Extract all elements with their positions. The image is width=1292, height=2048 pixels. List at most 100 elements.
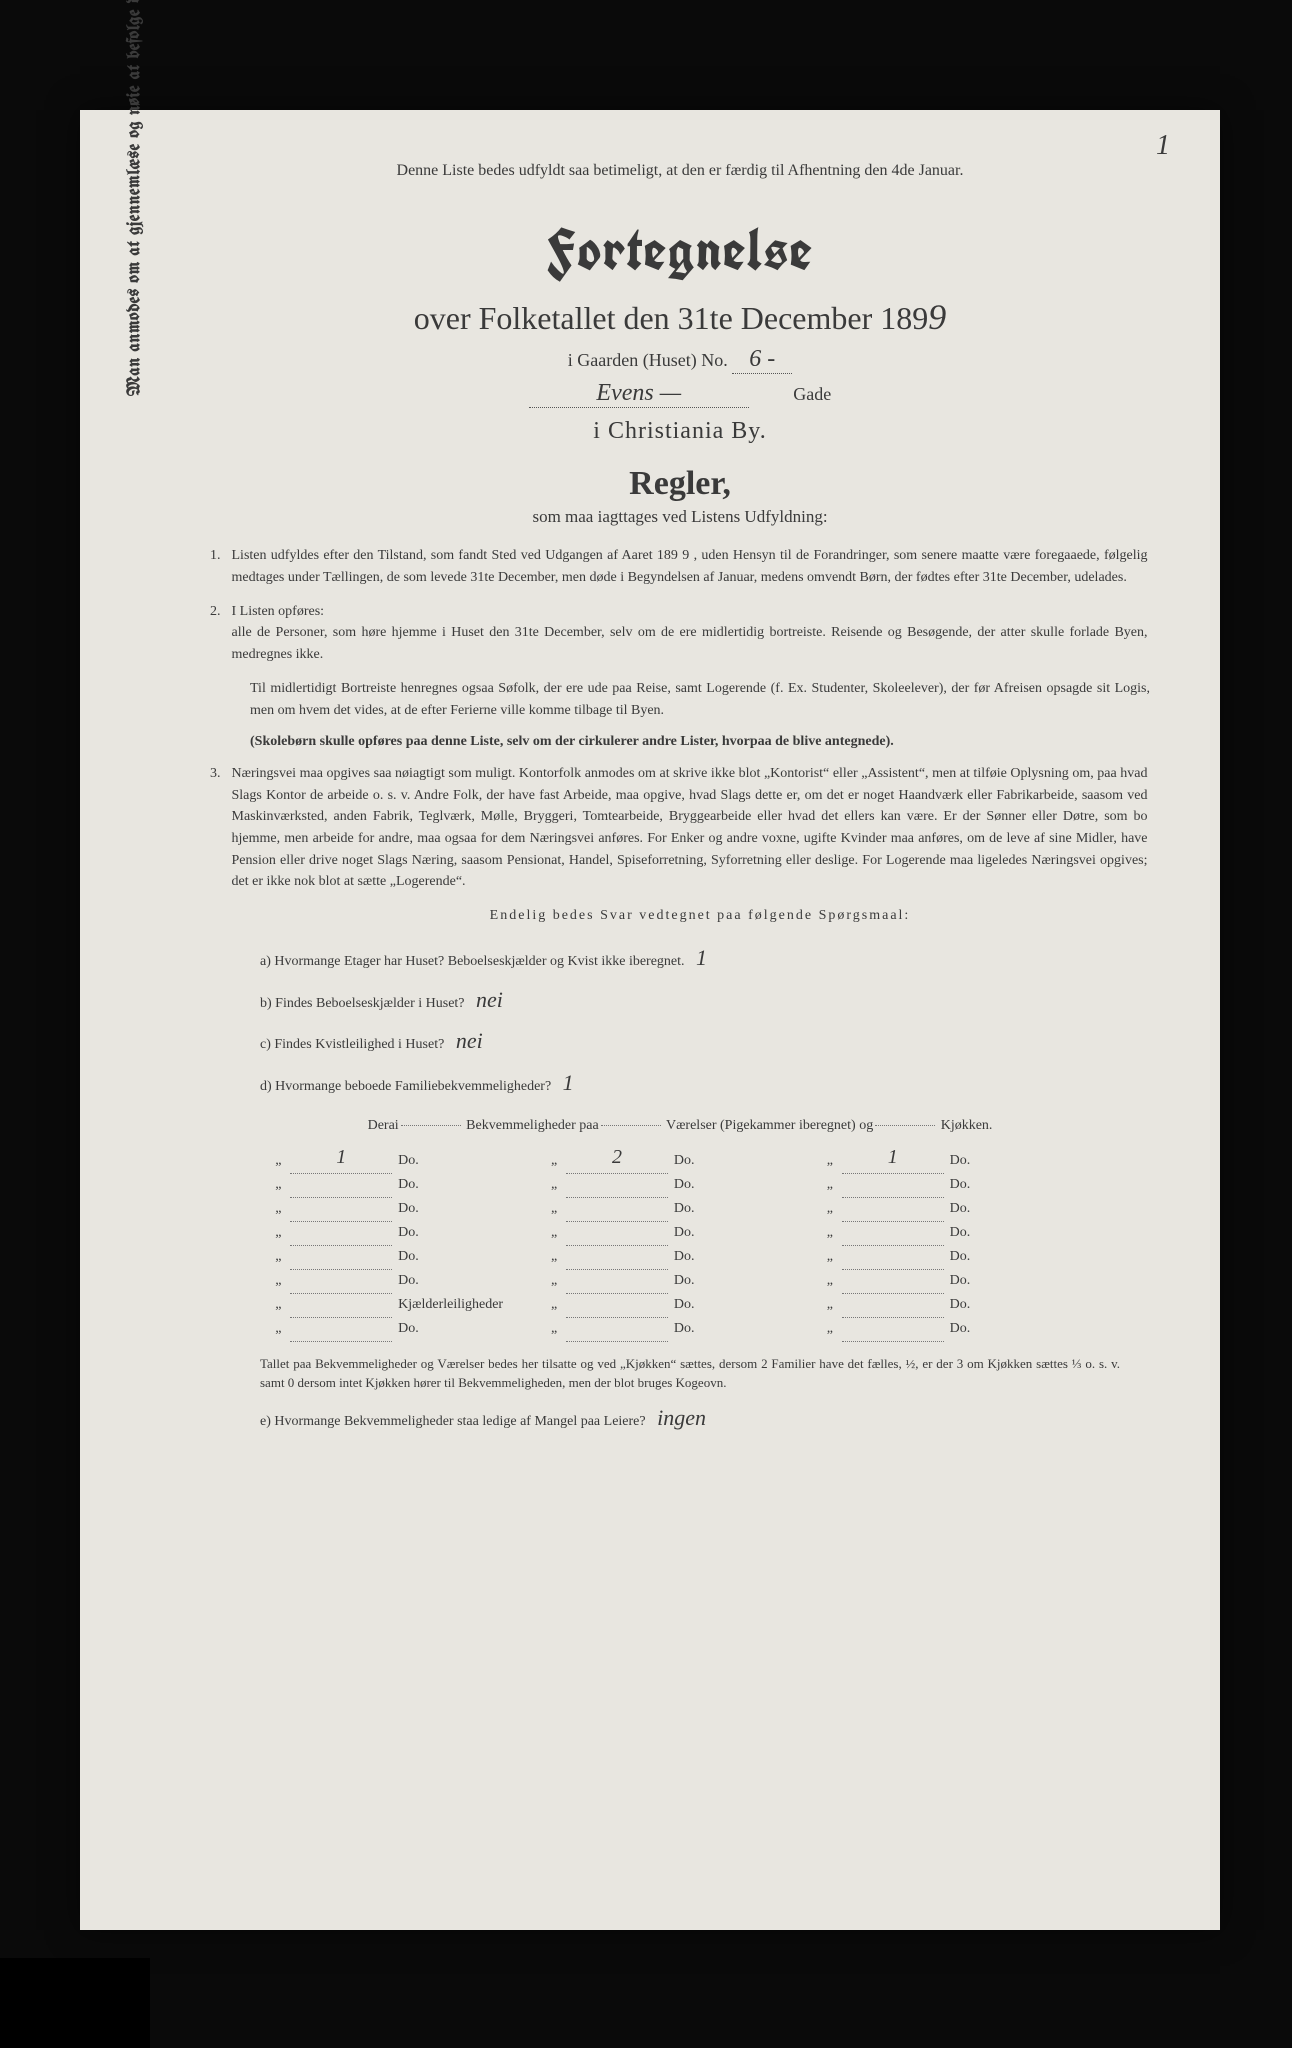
empty-cell	[290, 1293, 392, 1317]
th-dots-1	[401, 1125, 461, 1126]
rule-2-para2: Til midlertidigt Bortreiste henregnes og…	[250, 678, 1150, 721]
th-derai: Derai	[368, 1118, 399, 1133]
do-label: Do.	[392, 1221, 542, 1245]
ditto-mark: „	[818, 1317, 842, 1341]
rule-3-text: Næringsvei maa opgives saa nøiagtigt som…	[232, 763, 1148, 893]
do-label: Do.	[668, 1221, 818, 1245]
do-label: Do.	[668, 1197, 818, 1221]
empty-cell	[842, 1197, 944, 1221]
ditto-mark: „	[266, 1317, 290, 1341]
ditto-mark: „	[542, 1317, 566, 1341]
table-row-kjaelder: „Kjælderleiligheder „Do. „Do.	[266, 1293, 1093, 1317]
ditto-mark: „	[542, 1293, 566, 1317]
gaarden-line: i Gaarden (Huset) No. 6 -	[210, 346, 1150, 374]
street-line: Evens — Gade	[210, 380, 1150, 408]
empty-cell	[290, 1173, 392, 1197]
do-label: Do.	[392, 1245, 542, 1269]
do-label: Do.	[668, 1173, 818, 1197]
ditto-mark: „	[266, 1173, 290, 1197]
do-label: Do.	[944, 1142, 1094, 1174]
th-dots-2	[601, 1125, 661, 1126]
ditto-mark: „	[542, 1245, 566, 1269]
endelig-line: Endelig bedes Svar vedtegnet paa følgend…	[250, 905, 1150, 927]
table-row: „Do. „Do. „Do.	[266, 1173, 1093, 1197]
rule-3-number: 3.	[210, 763, 228, 785]
top-instruction: Denne Liste bedes udfyldt saa betimeligt…	[370, 160, 990, 182]
ditto-mark: „	[266, 1142, 290, 1174]
rule-1-number: 1.	[210, 545, 228, 567]
question-a-label: a) Hvormange Etager har Huset? Beboelses…	[260, 954, 685, 969]
rule-2: 2. I Listen opføres: alle de Personer, s…	[210, 601, 1150, 666]
subtitle-printed: over Folketallet den 31te December 189	[414, 300, 928, 336]
th-bekv: Bekvemmeligheder paa	[466, 1118, 599, 1133]
ditto-mark: „	[266, 1197, 290, 1221]
rule-2-lead-text: I Listen opføres:	[232, 604, 325, 619]
ditto-mark: „	[266, 1245, 290, 1269]
table-footnote: Tallet paa Bekvemmeligheder og Værelser …	[260, 1354, 1120, 1393]
row1-vaer: 2	[566, 1142, 668, 1174]
question-c-answer: nei	[448, 1020, 483, 1062]
empty-cell	[566, 1317, 668, 1341]
table-row: „Do. „Do. „Do.	[266, 1221, 1093, 1245]
empty-cell	[842, 1293, 944, 1317]
question-e: e) Hvormange Bekvemmeligheder staa ledig…	[260, 1405, 1150, 1431]
city-line: i Christiania By.	[210, 418, 1150, 445]
rule-2-para3: (Skolebørn skulle opføres paa denne List…	[250, 731, 1150, 753]
do-label: Do.	[392, 1197, 542, 1221]
question-c: c) Findes Kvistleilighed i Huset? nei	[260, 1020, 1150, 1062]
ditto-mark: „	[818, 1245, 842, 1269]
rule-2-number: 2.	[210, 601, 228, 623]
empty-cell	[290, 1317, 392, 1341]
do-label: Do.	[392, 1269, 542, 1293]
do-label: Do.	[944, 1293, 1094, 1317]
vertical-margin-note: Man anmodes om at gjennemlæse og nøie at…	[125, 0, 144, 490]
gaarden-label: i Gaarden (Huset) No.	[568, 350, 728, 370]
rule-2-body-text: alle de Personer, som høre hjemme i Huse…	[232, 625, 1148, 662]
table-header-line: Derai Bekvemmeligheder paa Værelser (Pig…	[210, 1118, 1150, 1134]
ditto-mark: „	[818, 1173, 842, 1197]
empty-cell	[842, 1245, 944, 1269]
empty-cell	[566, 1197, 668, 1221]
question-c-label: c) Findes Kvistleilighed i Huset?	[260, 1037, 444, 1052]
endelig-text: Endelig bedes Svar vedtegnet paa følgend…	[490, 908, 911, 923]
document-page: 1 Man anmodes om at gjennemlæse og nøie …	[80, 110, 1220, 1930]
do-label: Do.	[944, 1221, 1094, 1245]
do-label: Do.	[944, 1269, 1094, 1293]
question-a: a) Hvormange Etager har Huset? Beboelses…	[260, 937, 1150, 979]
subtitle-year-handwritten: 9	[928, 297, 946, 337]
question-e-label: e) Hvormange Bekvemmeligheder staa ledig…	[260, 1414, 646, 1429]
do-label: Do.	[668, 1245, 818, 1269]
table-row: „Do. „Do. „Do.	[266, 1269, 1093, 1293]
table-row: „Do. „Do. „Do.	[266, 1245, 1093, 1269]
do-label: Do.	[392, 1142, 542, 1174]
empty-cell	[290, 1197, 392, 1221]
ditto-mark: „	[542, 1197, 566, 1221]
regler-subheading: som maa iagttages ved Listens Udfyldning…	[210, 507, 1150, 527]
ditto-mark: „	[542, 1142, 566, 1174]
table-row: „ 1 Do. „ 2 Do. „ 1 Do.	[266, 1142, 1093, 1174]
empty-cell	[566, 1245, 668, 1269]
do-label: Do.	[668, 1317, 818, 1341]
question-e-answer: ingen	[649, 1405, 706, 1431]
question-d-answer: 1	[555, 1062, 574, 1104]
ditto-mark: „	[818, 1221, 842, 1245]
rule-3: 3. Næringsvei maa opgives saa nøiagtigt …	[210, 763, 1150, 893]
do-label: Do.	[668, 1142, 818, 1174]
gaarden-number-handwritten: 6 -	[732, 346, 792, 374]
ditto-mark: „	[266, 1293, 290, 1317]
ditto-mark: „	[542, 1173, 566, 1197]
do-label: Do.	[944, 1317, 1094, 1341]
rule-1: 1. Listen udfyldes efter den Tilstand, s…	[210, 545, 1150, 588]
question-d-label: d) Hvormange beboede Familiebekvemmeligh…	[260, 1079, 551, 1094]
table-row: „Do. „Do. „Do.	[266, 1197, 1093, 1221]
do-label: Do.	[944, 1197, 1094, 1221]
row1-bekv: 1	[290, 1142, 392, 1174]
document-title: Fortegnelse	[210, 212, 1150, 288]
do-label: Do.	[392, 1317, 542, 1341]
question-b-answer: nei	[468, 979, 503, 1021]
empty-cell	[566, 1173, 668, 1197]
do-label: Do.	[944, 1245, 1094, 1269]
ditto-mark: „	[266, 1221, 290, 1245]
th-dots-3	[875, 1125, 935, 1126]
dwellings-table: „ 1 Do. „ 2 Do. „ 1 Do. „Do. „Do. „Do. „…	[266, 1142, 1093, 1342]
